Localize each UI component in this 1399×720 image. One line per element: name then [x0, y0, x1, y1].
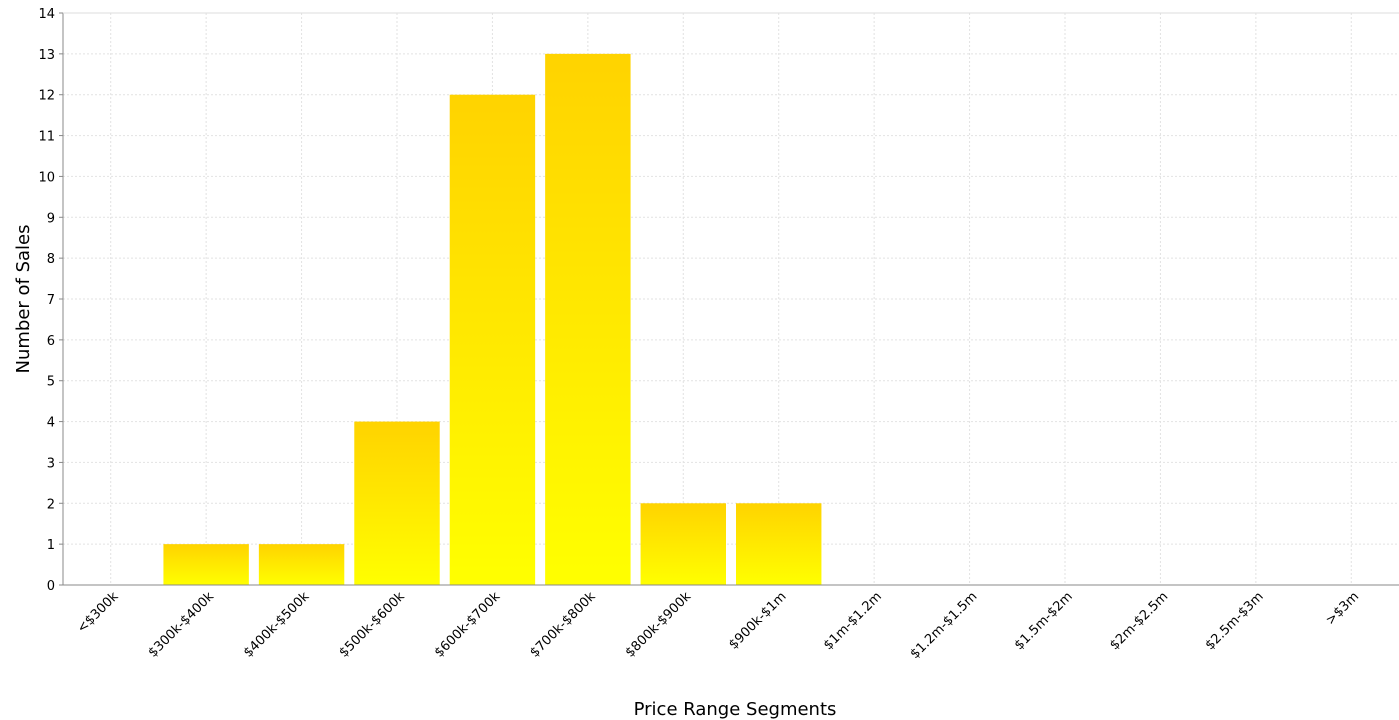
x-tick-label: $500k-$600k — [336, 589, 408, 661]
bar — [449, 94, 536, 585]
x-tick-label: $1.5m-$2m — [1012, 589, 1076, 653]
bar — [354, 421, 440, 585]
y-tick-label: 1 — [47, 538, 55, 553]
y-tick-label: 3 — [47, 456, 55, 471]
axes — [59, 12, 1399, 586]
y-tick-label: 11 — [38, 130, 55, 145]
bar — [545, 53, 631, 586]
x-axis-title: Price Range Segments — [634, 699, 837, 720]
grid — [63, 12, 1399, 586]
bars — [163, 53, 822, 586]
x-tick-label: >$3m — [1323, 589, 1362, 628]
y-tick-label: 4 — [47, 416, 55, 431]
x-tick-label: $400k-$500k — [241, 589, 313, 661]
x-tick-label: $1m-$1.2m — [821, 589, 885, 653]
y-tick-label: 10 — [38, 170, 55, 185]
y-tick-label: 5 — [47, 375, 55, 390]
x-tick-label: $700k-$800k — [527, 589, 599, 661]
y-tick-label: 13 — [38, 48, 55, 63]
y-tick-label: 8 — [47, 252, 55, 267]
y-tick-label: 0 — [47, 579, 55, 594]
x-tick-label: $900k-$1m — [726, 589, 789, 652]
x-tick-label: $2m-$2.5m — [1107, 589, 1171, 653]
bar — [640, 503, 726, 585]
y-tick-label: 12 — [38, 89, 55, 104]
bar — [736, 503, 822, 585]
x-tick-label: $800k-$900k — [623, 589, 695, 661]
x-tick-label: $2.5m-$3m — [1203, 589, 1267, 653]
x-tick-label: $300k-$400k — [146, 589, 218, 661]
bar — [258, 544, 345, 585]
y-axis-title: Number of Sales — [13, 224, 34, 373]
x-tick-label: <$300k — [75, 589, 122, 636]
y-tick-label: 7 — [47, 293, 55, 308]
y-tick-label: 2 — [47, 497, 55, 512]
bar — [163, 544, 249, 585]
y-tick-label: 6 — [47, 334, 55, 349]
x-tick-label: $600k-$700k — [432, 589, 504, 661]
y-tick-label: 9 — [47, 211, 55, 226]
y-tick-label: 14 — [38, 7, 55, 22]
x-tick-label: $1.2m-$1.5m — [908, 589, 981, 662]
